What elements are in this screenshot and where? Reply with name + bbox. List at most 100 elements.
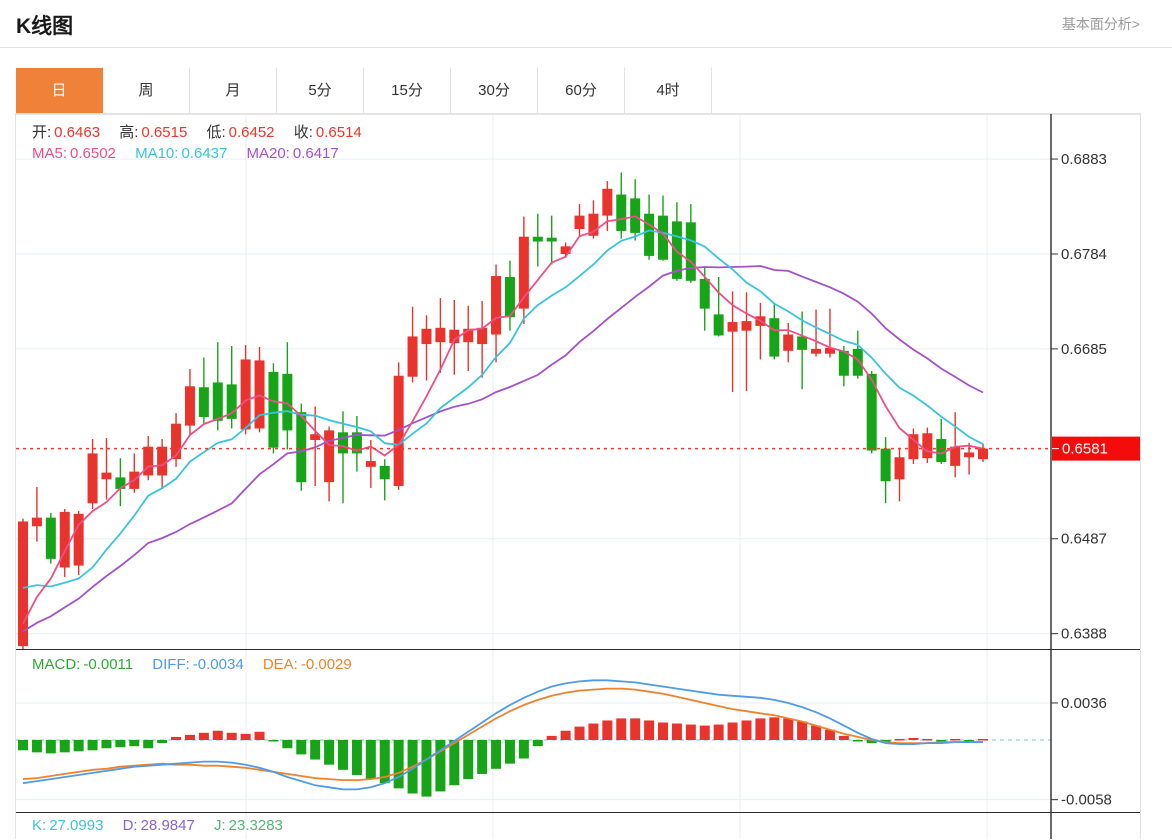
candle-body-down: [685, 222, 696, 281]
macd-bar-positive: [644, 720, 655, 740]
candle-body-up: [783, 334, 794, 351]
candle-body-up: [978, 448, 988, 460]
candle-body-down: [532, 236, 543, 242]
macd-bar-positive: [699, 725, 710, 740]
y-axis-tick: 0.6784: [1061, 246, 1107, 263]
candle-body-down: [699, 278, 710, 309]
candle-body-up: [449, 329, 460, 344]
page-title: K线图: [16, 15, 74, 38]
current-price-label: 0.6581: [1062, 441, 1108, 458]
candle-body-up: [574, 215, 585, 230]
chart-container: 0.6883 0.6784 0.6685 0.6487 0.6388 0.6581 开: 0…: [15, 113, 1141, 839]
macd-bar-positive: [616, 718, 627, 740]
candle-body-down: [379, 465, 390, 480]
macd-bar-positive: [755, 718, 766, 740]
macd-bar-positive: [811, 725, 822, 740]
tab-30min[interactable]: 30分: [451, 67, 538, 113]
macd-bar-positive: [685, 724, 696, 740]
macd-bar-negative: [936, 740, 947, 742]
macd-bar-negative: [518, 740, 529, 759]
ma20-line: [22, 265, 984, 633]
diff-line: [22, 679, 983, 791]
candle-body-down: [880, 448, 891, 482]
macd-chart[interactable]: 0.0036 -0.0058: [16, 650, 1140, 812]
macd-bar-negative: [115, 740, 126, 748]
macd-bar-positive: [894, 738, 905, 741]
candle-body-down: [644, 213, 655, 256]
candle-body-up: [964, 452, 975, 458]
macd-histogram: [18, 717, 988, 797]
tab-15min[interactable]: 15分: [364, 67, 451, 113]
candle-body-up: [101, 472, 112, 480]
macd-bar-positive: [240, 733, 251, 740]
candle-body-up: [727, 322, 738, 332]
macd-bar-negative: [157, 740, 168, 744]
candle-body-down: [226, 384, 237, 419]
candle-body-down: [838, 350, 849, 376]
candle-body-up: [143, 446, 154, 476]
page-header: K线图 基本面分析>: [0, 0, 1172, 48]
tab-5min[interactable]: 5分: [277, 67, 364, 113]
candle-body-down: [936, 439, 947, 463]
candle-body-down: [852, 348, 863, 376]
macd-bar-positive: [978, 738, 988, 741]
candle-body-down: [866, 373, 877, 451]
tab-day[interactable]: 日: [16, 67, 103, 113]
macd-bar-negative: [45, 740, 56, 754]
tab-week[interactable]: 周: [103, 67, 190, 113]
macd-bar-positive: [602, 720, 613, 740]
macd-bar-negative: [463, 740, 474, 780]
candle-body-up: [477, 327, 488, 345]
macd-bar-negative: [338, 740, 348, 770]
tab-month[interactable]: 月: [190, 67, 277, 113]
macd-panel: 0.0036 -0.0058 MACD: -0.0011 DIFF: -0.0034 …: [16, 649, 1140, 812]
macd-bar-positive: [824, 729, 835, 740]
macd-bar-positive: [713, 724, 724, 740]
candle-body-up: [324, 430, 335, 483]
macd-bar-positive: [908, 737, 919, 740]
macd-bar-negative: [491, 740, 502, 769]
tab-4hour[interactable]: 4时: [625, 67, 712, 113]
candle-body-up: [908, 434, 919, 460]
macd-bar-positive: [838, 735, 849, 740]
macd-bar-negative: [18, 740, 28, 751]
macd-bar-negative: [59, 740, 70, 753]
ma5-line: [22, 215, 984, 625]
macd-bar-negative: [852, 740, 863, 742]
candlestick-chart[interactable]: 0.6883 0.6784 0.6685 0.6487 0.6388 0.6581: [16, 114, 1140, 649]
main-chart-panel: 0.6883 0.6784 0.6685 0.6487 0.6388 0.6581 开: 0…: [16, 114, 1140, 649]
candle-body-down: [616, 194, 627, 231]
candle-body-up: [310, 434, 321, 440]
candle-body-up: [184, 386, 195, 426]
tab-60min[interactable]: 60分: [538, 67, 625, 113]
macd-bar-negative: [310, 740, 321, 760]
macd-bar-negative: [866, 740, 877, 744]
candle-body-up: [741, 321, 752, 331]
candle-body-up: [922, 433, 933, 459]
macd-tick: 0.0036: [1061, 695, 1107, 712]
candle-body-down: [296, 412, 307, 483]
candle-body-down: [658, 215, 668, 260]
candle-body-up: [87, 453, 98, 504]
candle-body-up: [811, 348, 822, 354]
macd-bar-negative: [880, 740, 891, 743]
current-price-badge: [1052, 436, 1140, 461]
macd-bar-positive: [198, 732, 209, 740]
candle-body-down: [351, 432, 362, 454]
ma10-line: [22, 229, 984, 589]
macd-bar-positive: [574, 726, 585, 740]
macd-bar-negative: [268, 740, 279, 742]
kdj-chart[interactable]: [16, 813, 1140, 839]
macd-bar-negative: [379, 740, 390, 784]
macd-bar-negative: [449, 740, 460, 786]
macd-bar-negative: [421, 740, 432, 797]
macd-bar-negative: [964, 740, 975, 742]
macd-bar-positive: [658, 722, 668, 740]
y-axis-tick: 0.6388: [1061, 626, 1107, 643]
candle-body-down: [504, 276, 515, 318]
macd-bar-negative: [393, 740, 404, 789]
macd-bar-positive: [546, 735, 557, 740]
fundamental-analysis-link[interactable]: 基本面分析>: [1061, 16, 1140, 32]
candle-body-up: [602, 188, 613, 216]
macd-bar-positive: [588, 723, 599, 740]
